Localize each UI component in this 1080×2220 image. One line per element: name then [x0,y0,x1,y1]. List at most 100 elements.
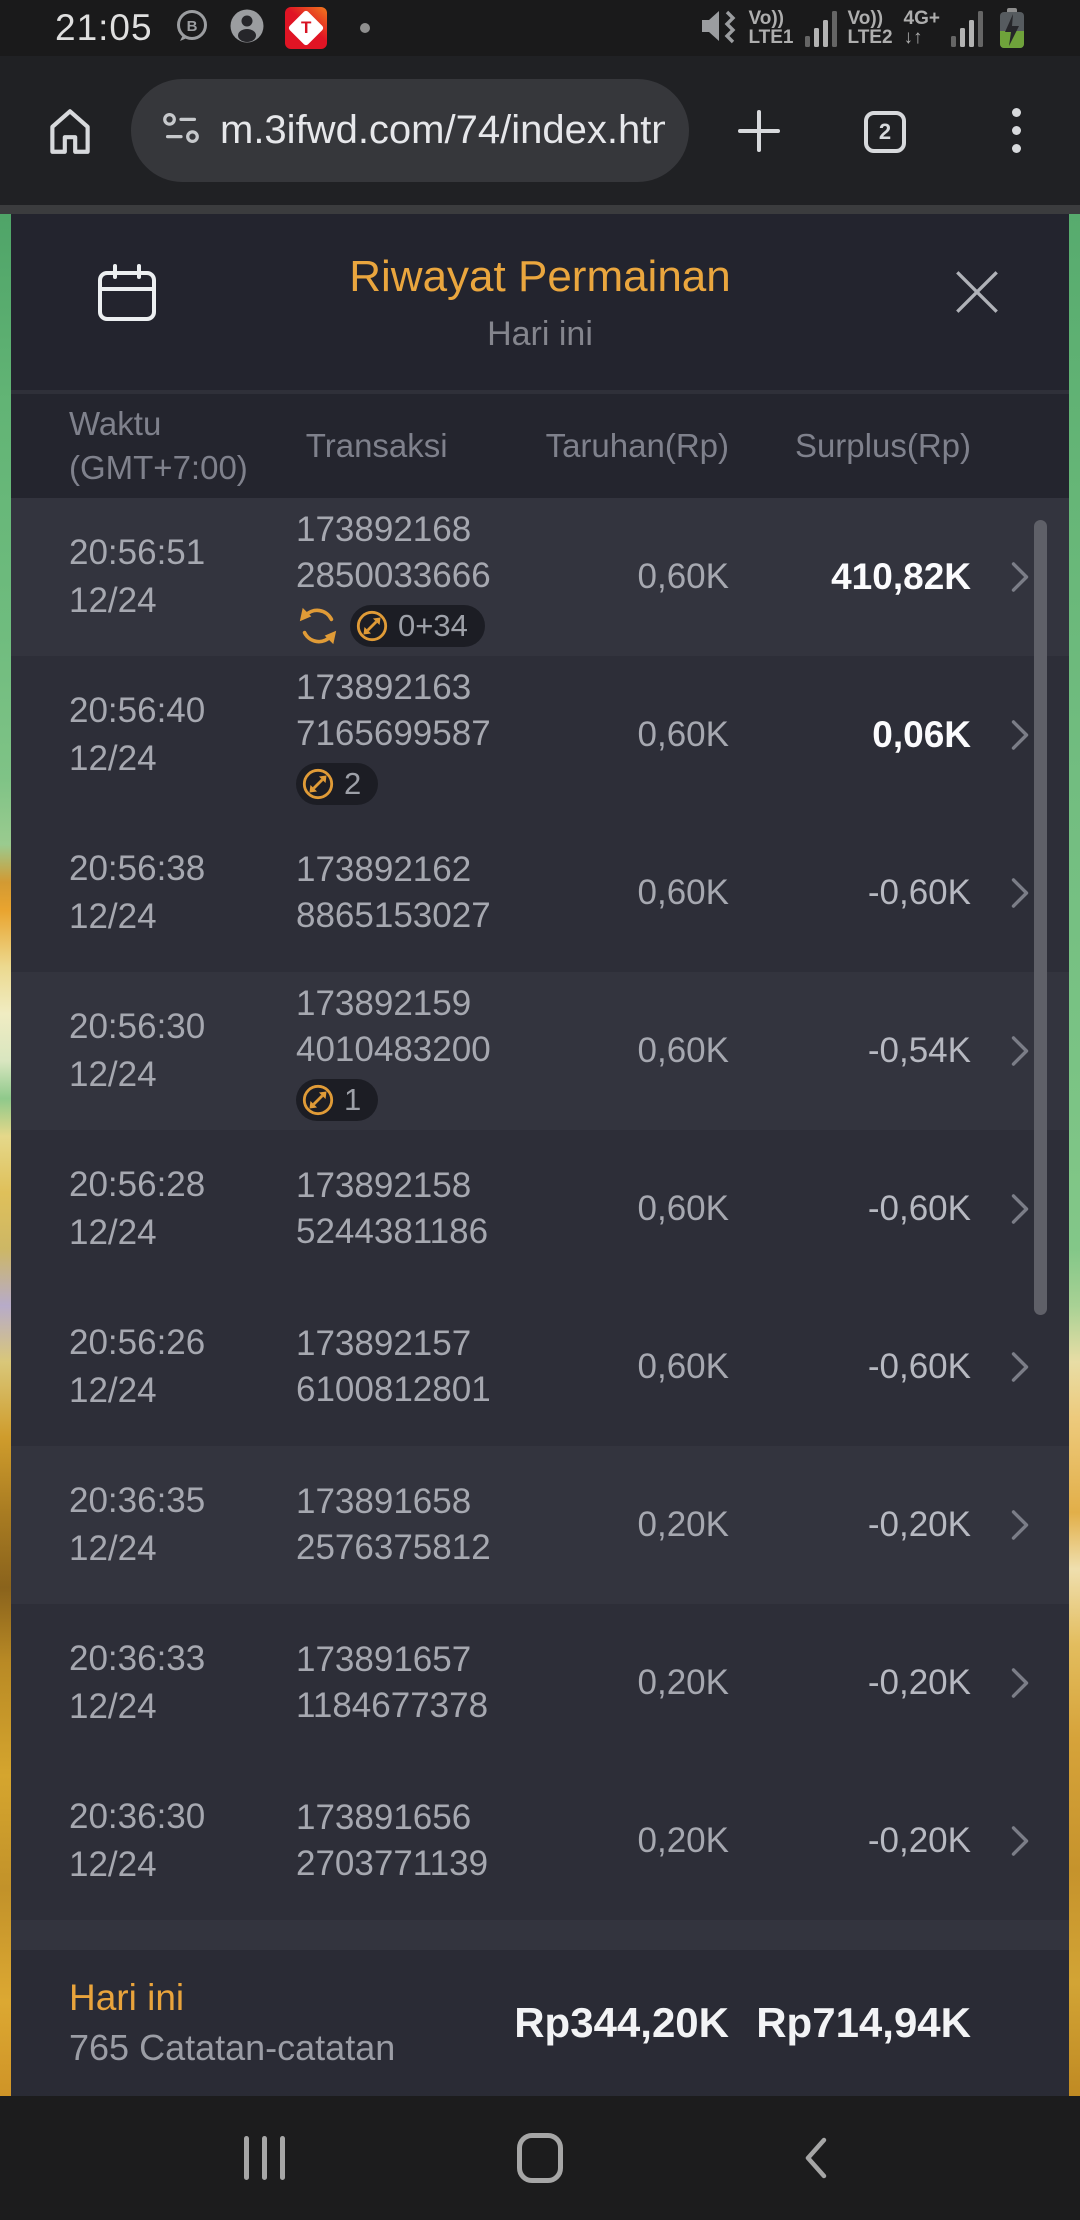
transaction-id-1: 173892158 [296,1166,472,1205]
col-header-transaksi: Transaksi [305,427,448,464]
chevron-right-icon [1006,1348,1034,1386]
transaction-id-1: 173892157 [296,1324,472,1363]
transaction-id-2: 8865153027 [296,896,491,935]
surplus-amount: -0,54K [867,1031,971,1070]
row-date: 12/24 [69,739,157,778]
chevron-right-icon [1006,558,1034,596]
row-date: 12/24 [69,1687,157,1726]
chevron-right-icon [1006,716,1034,754]
row-time: 20:36:33 [69,1639,206,1678]
browser-toolbar: m.3ifwd.com/74/index.html 2 [0,56,1080,205]
row-date: 12/24 [69,1213,157,1252]
badge-count: 2 [344,765,362,801]
android-nav-bar [0,2096,1080,2220]
new-tab-button[interactable] [736,108,782,159]
col-header-waktu: Waktu (GMT+7:00) [69,405,248,486]
page-controls-icon[interactable] [159,106,203,155]
web-page: Riwayat Permainan Hari ini Waktu (GMT+7:… [0,205,1080,2096]
table-row[interactable]: 20:36:30 12/24 173891656 2703771139 0,20… [11,1762,1069,1920]
battery-charging-icon [1000,8,1024,48]
chat-notification-icon: B [175,9,209,48]
transaction-id-1: 173891656 [296,1798,472,1837]
table-row[interactable]: 20:56:51 12/24 173892168 2850033666 0+34… [11,498,1069,656]
table-row[interactable]: 20:36:33 12/24 173891657 1184677378 0,20… [11,1604,1069,1762]
home-nav-button[interactable] [510,2128,570,2188]
transfer-icon [301,1083,335,1117]
home-button[interactable] [42,103,98,164]
url-text: m.3ifwd.com/74/index.html [220,108,665,152]
chevron-right-icon [1006,1032,1034,1070]
col-header-taruhan: Taruhan(Rp) [545,427,729,464]
notification-dot-icon [359,23,370,33]
app-t-notification-icon: T [284,7,327,49]
row-date: 12/24 [69,897,157,936]
vibrate-mute-icon [699,6,737,51]
footer-record-count: 765 Catatan-catatan [69,2027,396,2068]
bet-amount: 0,60K [637,1031,729,1070]
modal-title: Riwayat Permainan [349,252,731,301]
table-row[interactable]: 20:56:40 12/24 173892163 7165699587 2 0,… [11,656,1069,814]
browser-menu-button[interactable] [1012,108,1021,153]
page-background-right [1069,214,1080,2096]
partial-next-row [11,1920,1069,1950]
surplus-amount: -0,20K [867,1505,971,1544]
row-time: 20:56:40 [69,691,206,730]
table-header-row: Waktu (GMT+7:00) Transaksi Taruhan(Rp) S… [11,390,1069,498]
bet-amount: 0,20K [637,1663,729,1702]
tab-switcher-button[interactable]: 2 [864,111,906,153]
bet-amount: 0,60K [637,1347,729,1386]
badge-count: 1 [344,1081,362,1117]
transaction-id-2: 2703771139 [296,1844,489,1883]
transaction-id-1: 173892159 [296,983,472,1023]
respin-icon [296,604,340,648]
chevron-right-icon [1006,874,1034,912]
page-background-left [0,214,11,2096]
row-time: 20:56:26 [69,1323,206,1362]
table-row[interactable]: 20:56:26 12/24 173892157 6100812801 0,60… [11,1288,1069,1446]
sim1-volte-label: Vo)) LTE1 [748,8,794,48]
table-row[interactable]: 20:56:28 12/24 173892158 5244381186 0,60… [11,1130,1069,1288]
close-button[interactable] [949,264,1005,325]
surplus-amount: -0,60K [867,1189,971,1228]
transfer-icon [301,767,335,801]
sim2-signal-icon [951,9,983,47]
transaction-id-2: 2850033666 [296,555,491,595]
footer-period-label: Hari ini [69,1977,185,2018]
chevron-right-icon [1006,1822,1034,1860]
row-date: 12/24 [69,1845,157,1884]
bet-amount: 0,60K [637,873,729,912]
back-button[interactable] [786,2128,846,2188]
badge-count: 0+34 [398,607,468,643]
surplus-amount: -0,20K [867,1663,971,1702]
table-row[interactable]: 20:56:30 12/24 173892159 4010483200 1 0,… [11,972,1069,1130]
transaction-id-2: 4010483200 [296,1029,491,1069]
status-bar: 21:05 B T [0,0,1080,56]
chevron-right-icon [1006,1506,1034,1544]
row-time: 20:56:30 [69,1007,206,1046]
recents-button[interactable] [234,2128,294,2188]
modal-subtitle: Hari ini [487,315,593,353]
scrollbar-thumb[interactable] [1034,520,1047,1315]
row-date: 12/24 [69,581,157,620]
total-surplus: Rp714,94K [756,1999,971,2046]
row-date: 12/24 [69,1371,157,1410]
row-date: 12/24 [69,1529,157,1568]
calendar-button[interactable] [96,264,158,329]
surplus-amount: -0,60K [867,1347,971,1386]
sim2-speed-label: 4G+ ↓↑ [903,8,940,48]
surplus-amount: -0,60K [867,873,971,912]
transaction-id-2: 1184677378 [296,1686,489,1725]
row-time: 20:56:38 [69,849,206,888]
transfer-icon [355,609,389,643]
transaction-id-2: 7165699587 [296,713,491,753]
table-row[interactable]: 20:36:35 12/24 173891658 2576375812 0,20… [11,1446,1069,1604]
row-time: 20:36:35 [69,1481,206,1520]
row-time: 20:56:28 [69,1165,206,1204]
chevron-right-icon [1006,1190,1034,1228]
url-bar[interactable]: m.3ifwd.com/74/index.html [131,79,689,182]
transaction-id-2: 5244381186 [296,1212,489,1251]
table-row[interactable]: 20:56:38 12/24 173892162 8865153027 0,60… [11,814,1069,972]
transaction-id-1: 173891658 [296,1482,472,1521]
surplus-amount: -0,20K [867,1821,971,1860]
